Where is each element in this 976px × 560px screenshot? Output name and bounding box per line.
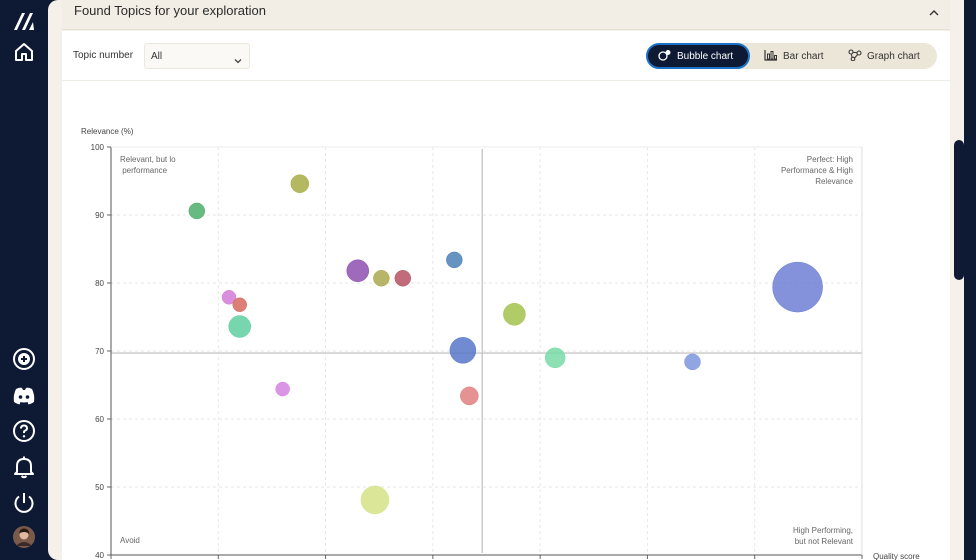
bubble-12 (460, 386, 479, 406)
main-panel: Found Topics for your exploration Topic … (48, 0, 964, 560)
quadrant-lines (111, 149, 862, 553)
topic-number-select[interactable]: All (144, 43, 250, 69)
chart-controls: Topic number All Bubble chart (62, 31, 950, 81)
chevron-up-icon[interactable] (928, 5, 940, 23)
bubble-8 (446, 251, 463, 269)
chevron-down-icon (233, 52, 243, 70)
avatar[interactable] (11, 524, 37, 550)
y-tick-label: 40 (95, 551, 104, 560)
quadrant-label-bottom-right: High Performing, but not Relevant (793, 526, 854, 546)
bubble-11 (544, 347, 566, 369)
graph-chart-button[interactable]: Graph chart (838, 43, 934, 69)
y-tick-label: 100 (91, 143, 105, 152)
bubble-14 (360, 485, 390, 515)
bubbles (188, 174, 823, 515)
power-icon[interactable] (11, 490, 37, 516)
bubble-15 (684, 353, 701, 371)
bubble-9 (449, 337, 477, 364)
bubble-10 (503, 303, 526, 326)
x-axis-label: Quality score (873, 552, 920, 560)
topic-number-value: All (151, 51, 163, 62)
quadrant-label-bottom-left: Avoid (120, 536, 140, 545)
bubble-0 (188, 202, 206, 220)
y-tick-label: 60 (95, 415, 104, 424)
bubble-chart-icon (658, 49, 672, 64)
quadrant-labels: Relevant, but lo performance Perfect: Hig… (120, 155, 854, 546)
bubble-6 (373, 269, 390, 287)
section-title: Found Topics for your exploration (74, 3, 266, 18)
section-header[interactable]: Found Topics for your exploration (62, 0, 950, 30)
add-circle-icon[interactable] (11, 346, 37, 372)
y-tick-label: 90 (95, 211, 104, 220)
chart-axes: 510152025303540405060708090100Relevance … (81, 127, 920, 560)
y-tick-label: 80 (95, 279, 104, 288)
bubble-5 (346, 259, 370, 283)
discord-icon[interactable] (11, 383, 37, 409)
quadrant-label-top-left: Relevant, but lo performance (120, 155, 176, 175)
chart-grid (111, 147, 862, 555)
home-icon[interactable] (11, 39, 37, 65)
y-tick-label: 50 (95, 483, 104, 492)
logo-icon[interactable] (11, 8, 37, 34)
bubble-3 (232, 297, 247, 313)
bar-chart-button[interactable]: Bar chart (754, 43, 834, 69)
bubble-7 (394, 269, 412, 287)
bubble-4 (228, 315, 251, 338)
bubble-chart-label: Bubble chart (677, 50, 734, 62)
y-axis-label: Relevance (%) (81, 127, 134, 136)
sidebar (0, 0, 48, 560)
quadrant-label-top-right: Perfect: High Performance & High Relevance (781, 155, 854, 186)
y-tick-label: 70 (95, 347, 104, 356)
bubble-chart-button[interactable]: Bubble chart (646, 43, 750, 69)
bubble-chart: Relevant, but lo performance Perfect: Hig… (81, 127, 920, 560)
bar-chart-label: Bar chart (783, 50, 824, 62)
help-icon[interactable] (11, 418, 37, 444)
graph-chart-label: Graph chart (867, 50, 920, 62)
bubble-16 (772, 261, 823, 313)
bar-chart-icon (764, 49, 778, 64)
graph-chart-icon (848, 48, 862, 64)
topic-number-label: Topic number (73, 50, 134, 61)
scrollbar-thumb[interactable] (954, 140, 964, 280)
bubble-13 (275, 381, 290, 397)
bubble-2 (221, 290, 237, 305)
chart-view-toggle: Bubble chart Bar chart Graph chart (646, 43, 937, 69)
topics-card: Topic number All Bubble chart (62, 31, 950, 560)
bell-icon[interactable] (11, 454, 37, 480)
bubble-1 (290, 174, 310, 193)
